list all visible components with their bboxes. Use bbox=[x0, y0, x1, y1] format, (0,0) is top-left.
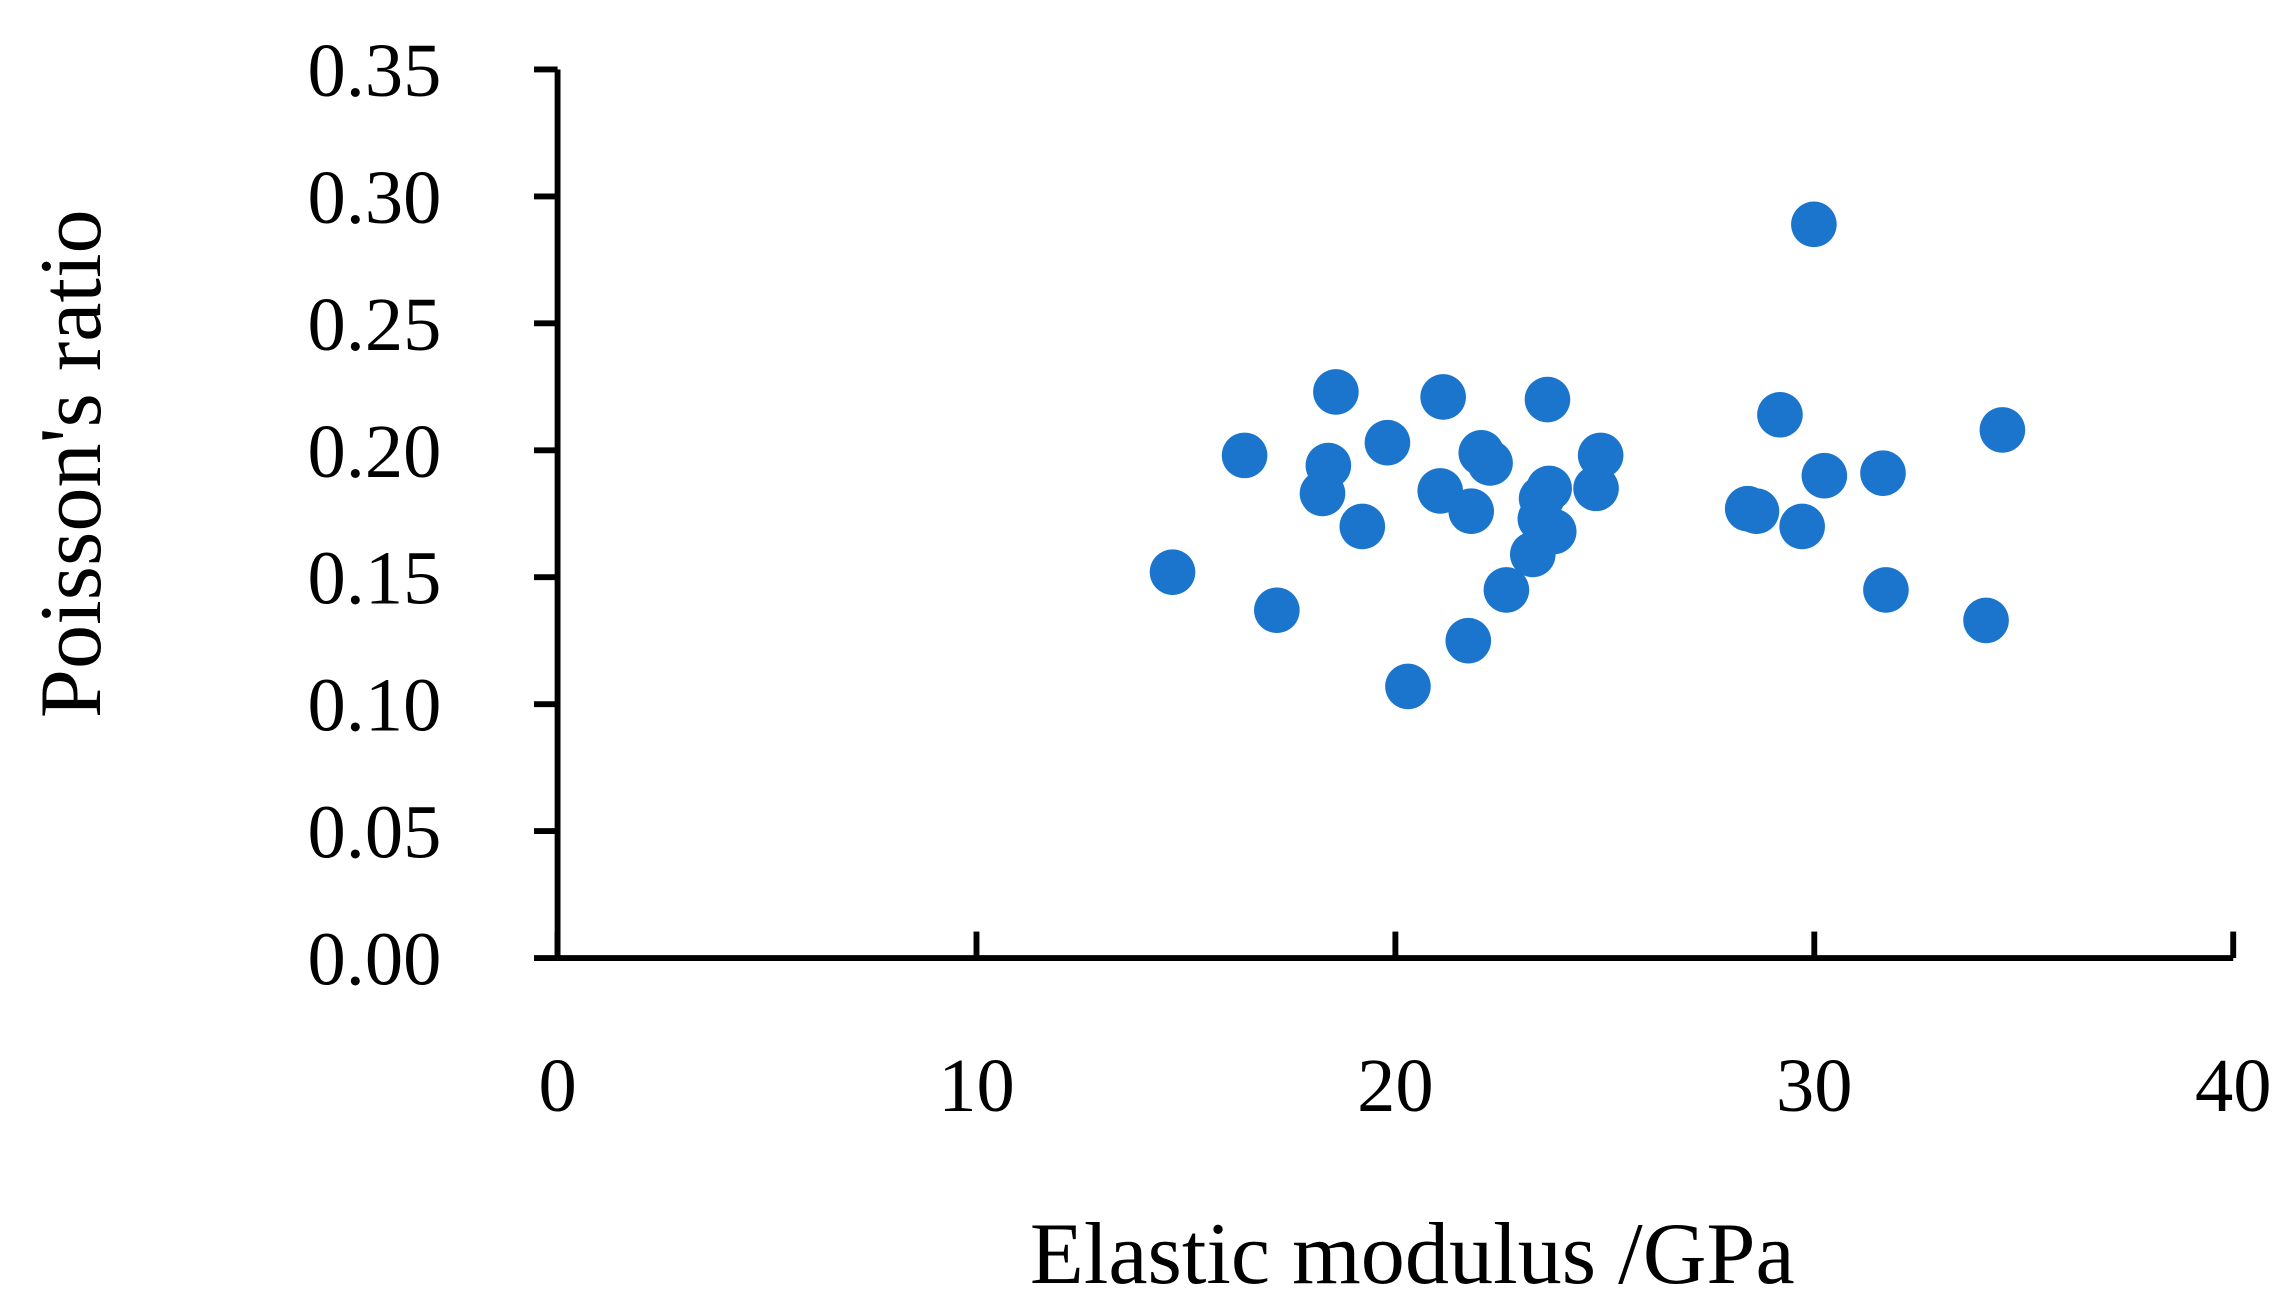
point bbox=[1420, 374, 1466, 420]
point bbox=[1863, 567, 1909, 613]
point bbox=[1339, 503, 1386, 550]
y-tick-label: 0.35 bbox=[307, 28, 441, 113]
x-tick-label: 0 bbox=[538, 1043, 576, 1128]
y-tick-label: 0.15 bbox=[307, 536, 441, 621]
point bbox=[1860, 450, 1906, 496]
x-axis-label: Elastic modulus /GPa bbox=[1030, 1205, 1795, 1303]
point bbox=[1791, 201, 1837, 248]
point bbox=[1385, 663, 1431, 710]
y-tick-label: 0.30 bbox=[307, 155, 441, 240]
y-tick-label: 0.25 bbox=[307, 282, 441, 367]
point bbox=[1757, 391, 1803, 438]
point bbox=[1801, 452, 1848, 499]
point bbox=[1149, 549, 1196, 595]
point bbox=[1364, 419, 1411, 466]
y-tick-label: 0.05 bbox=[307, 790, 441, 875]
point bbox=[1524, 376, 1571, 423]
point bbox=[1979, 407, 2026, 453]
y-tick-label: 0.00 bbox=[307, 917, 441, 1002]
point bbox=[1221, 432, 1268, 479]
point bbox=[1530, 508, 1577, 555]
point bbox=[1254, 587, 1300, 634]
point bbox=[1448, 488, 1495, 535]
x-tick-label: 40 bbox=[2195, 1043, 2272, 1128]
point bbox=[1577, 432, 1624, 479]
point bbox=[1467, 440, 1513, 486]
y-tick-label: 0.10 bbox=[307, 663, 441, 748]
point bbox=[1963, 597, 2009, 644]
x-tick-label: 10 bbox=[938, 1043, 1015, 1128]
point bbox=[1299, 470, 1346, 517]
point bbox=[1313, 369, 1359, 415]
y-tick-label: 0.20 bbox=[307, 409, 441, 494]
point bbox=[1779, 503, 1825, 550]
point bbox=[1445, 617, 1492, 664]
point bbox=[1733, 488, 1780, 535]
y-axis-label: Poisson's ratio bbox=[22, 209, 120, 718]
point bbox=[1483, 567, 1530, 613]
x-tick-label: 20 bbox=[1357, 1043, 1434, 1128]
x-tick-label: 30 bbox=[1776, 1043, 1853, 1128]
